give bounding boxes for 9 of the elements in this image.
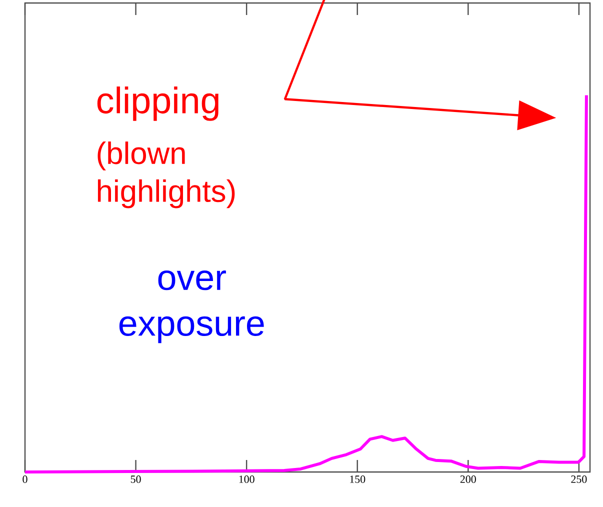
- x-tick-label: 50: [130, 476, 141, 483]
- annotation: over exposure: [119, 270, 264, 344]
- x-tick-label: 150: [350, 476, 366, 483]
- x-tick-label: 0: [22, 476, 28, 483]
- annotation: (blown highlights): [98, 142, 235, 208]
- annotation: clipping: [97, 86, 218, 121]
- x-tick-label: 200: [460, 476, 476, 483]
- x-tick-label: 250: [571, 476, 587, 483]
- x-tick-label: 100: [239, 476, 254, 483]
